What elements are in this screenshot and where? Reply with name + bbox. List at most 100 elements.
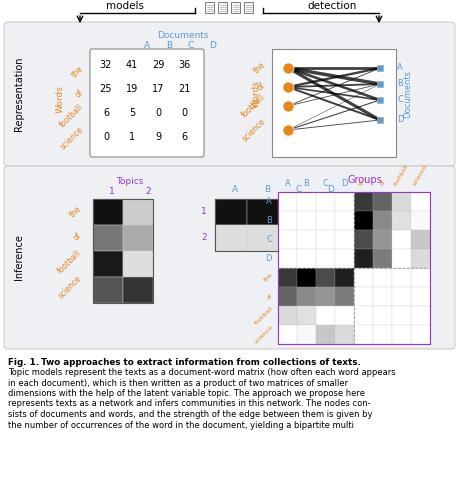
Bar (335, 306, 354, 324)
Bar (411, 287, 430, 306)
Text: A: A (144, 40, 150, 49)
Bar (93, 225, 123, 251)
Text: the: the (263, 272, 274, 283)
Text: 21: 21 (178, 84, 190, 94)
Bar (93, 277, 123, 302)
Text: 25: 25 (100, 84, 112, 94)
Text: B: B (266, 216, 272, 225)
Text: science: science (254, 324, 274, 345)
Bar (278, 230, 297, 249)
Text: 0: 0 (155, 108, 161, 118)
Bar (354, 192, 373, 211)
Text: detection: detection (308, 1, 357, 11)
Text: dimensions with the help of the latent variable topic. The approach we propose h: dimensions with the help of the latent v… (8, 389, 365, 398)
Bar (392, 249, 411, 268)
Bar (373, 211, 392, 230)
Bar (392, 230, 411, 249)
Text: D: D (397, 116, 403, 124)
FancyBboxPatch shape (244, 2, 253, 13)
Text: B: B (397, 80, 403, 88)
Bar (123, 277, 152, 302)
Text: Documents: Documents (157, 32, 209, 40)
Bar (311, 199, 342, 225)
Bar (297, 192, 316, 211)
Bar (354, 211, 373, 230)
Bar (354, 306, 373, 324)
Text: 2: 2 (145, 188, 151, 196)
Text: 29: 29 (152, 60, 164, 70)
Text: science: science (58, 125, 85, 151)
Bar (279, 225, 310, 251)
Text: D: D (265, 254, 272, 263)
Text: 36: 36 (178, 60, 190, 70)
Bar (123, 225, 152, 251)
Bar (316, 249, 335, 268)
Bar (373, 268, 392, 287)
Bar (392, 306, 411, 324)
Text: 2: 2 (202, 233, 207, 242)
Text: science: science (241, 117, 267, 144)
Bar (335, 249, 354, 268)
Bar (392, 211, 411, 230)
Text: 0: 0 (103, 132, 109, 142)
Text: C: C (323, 180, 329, 189)
Bar (411, 268, 430, 287)
Bar (354, 325, 373, 344)
Bar (278, 268, 297, 287)
Bar (392, 325, 411, 344)
Bar (247, 225, 279, 251)
Bar (316, 268, 335, 287)
Text: D: D (341, 180, 348, 189)
Bar (392, 287, 411, 306)
Bar (247, 199, 279, 225)
Bar (93, 251, 123, 276)
Bar (373, 287, 392, 306)
Bar (377, 81, 383, 87)
Bar (123, 199, 152, 225)
Text: Two approaches to extract information from collections of texts.: Two approaches to extract information fr… (38, 358, 361, 367)
Bar (316, 211, 335, 230)
Text: of: of (255, 81, 267, 93)
Text: football: football (240, 93, 267, 120)
Bar (335, 192, 354, 211)
Text: science: science (412, 164, 429, 187)
FancyBboxPatch shape (218, 2, 227, 13)
Text: Groups: Groups (347, 175, 382, 185)
Bar (316, 230, 335, 249)
Bar (297, 325, 316, 344)
Bar (278, 211, 297, 230)
Text: Topics: Topics (116, 178, 144, 187)
Text: 9: 9 (155, 132, 161, 142)
Bar (123, 251, 152, 276)
Text: C: C (188, 40, 194, 49)
Bar (335, 211, 354, 230)
Text: A: A (266, 197, 272, 206)
Bar (278, 325, 297, 344)
Text: D: D (328, 185, 335, 194)
Text: Inference: Inference (14, 235, 24, 280)
Bar (297, 268, 316, 287)
Text: of: of (266, 293, 274, 300)
Bar (354, 249, 373, 268)
Text: the: the (252, 60, 267, 76)
Text: 1: 1 (201, 207, 207, 216)
Text: B: B (166, 40, 172, 49)
Text: 1: 1 (109, 188, 115, 196)
FancyBboxPatch shape (231, 2, 240, 13)
Text: A: A (232, 185, 238, 194)
Bar (278, 287, 297, 306)
Text: Words: Words (252, 80, 261, 108)
Bar (279, 199, 310, 225)
Bar (297, 230, 316, 249)
Text: A: A (397, 63, 403, 72)
Text: football: football (254, 305, 274, 325)
Bar (335, 325, 354, 344)
Text: the: the (70, 64, 85, 80)
Bar (392, 192, 411, 211)
Bar (335, 268, 354, 287)
Text: 6: 6 (103, 108, 109, 118)
Bar (411, 211, 430, 230)
Text: 6: 6 (181, 132, 187, 142)
Text: Representation: Representation (14, 57, 24, 131)
Text: of: of (73, 88, 85, 100)
